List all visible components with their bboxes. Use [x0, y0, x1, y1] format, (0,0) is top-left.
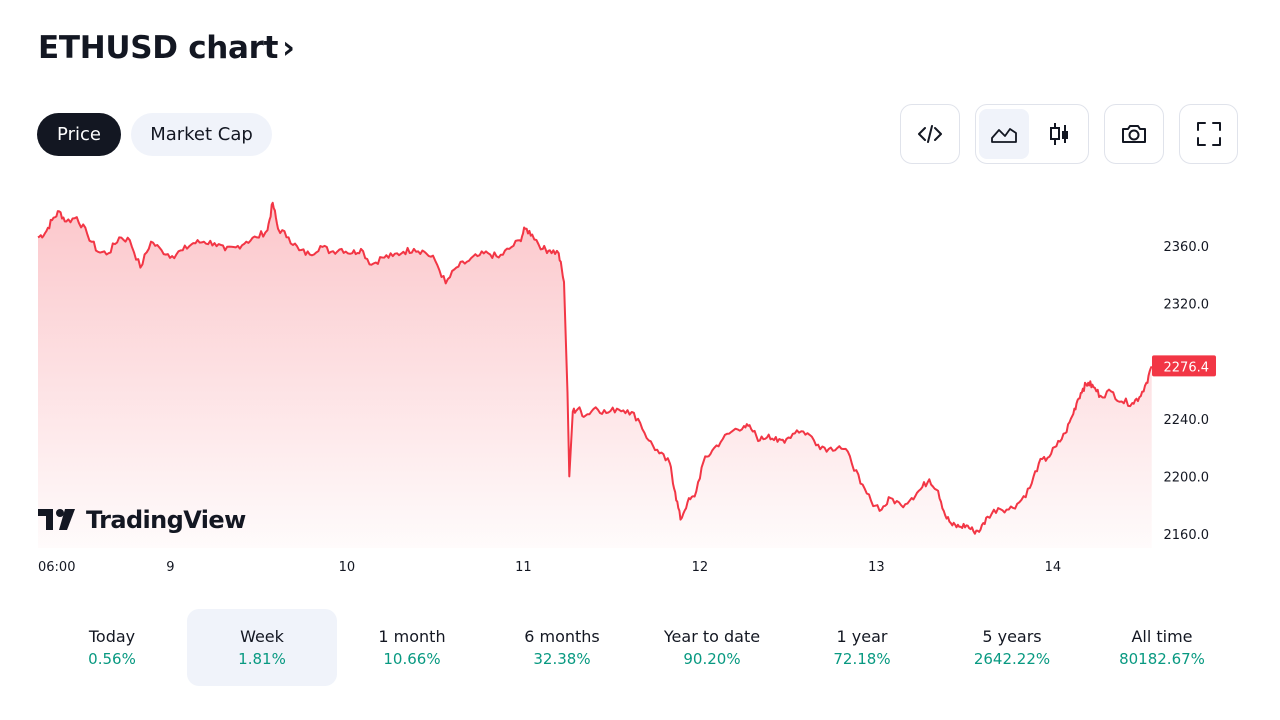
y-tick-label: 2320.0 — [1164, 298, 1210, 313]
period-change: 32.38% — [533, 650, 591, 668]
period-1-month[interactable]: 1 month 10.66% — [337, 609, 487, 686]
x-tick-label: 06:00 — [38, 560, 75, 575]
period-year-to-date[interactable]: Year to date 90.20% — [637, 609, 787, 686]
period-change: 80182.67% — [1119, 650, 1205, 668]
period-change: 2642.22% — [973, 650, 1051, 668]
price-area-fill — [38, 202, 1152, 549]
period-label: 1 month — [378, 627, 446, 646]
snapshot-button[interactable] — [1109, 109, 1159, 159]
period-change: 0.56% — [88, 650, 136, 668]
chevron-right-icon: › — [282, 30, 295, 66]
last-price-label: 2276.4 — [1152, 355, 1216, 377]
period-label: Week — [240, 627, 284, 646]
area-chart-button[interactable] — [979, 109, 1029, 159]
embed-button-group — [900, 104, 960, 164]
y-tick-label: 2200.0 — [1164, 470, 1210, 485]
period-label: 6 months — [524, 627, 600, 646]
period-today[interactable]: Today 0.56% — [37, 609, 187, 686]
period-week[interactable]: Week 1.81% — [187, 609, 337, 686]
y-tick-label: 2160.0 — [1164, 528, 1210, 543]
x-tick-label: 11 — [515, 560, 532, 575]
tradingview-text: TradingView — [86, 506, 246, 534]
y-tick-label: 2360.0 — [1164, 240, 1210, 255]
tab-price[interactable]: Price — [37, 113, 121, 156]
period-label: Today — [88, 627, 136, 646]
x-tick-label: 9 — [166, 560, 174, 575]
period-6-months[interactable]: 6 months 32.38% — [487, 609, 637, 686]
period-change: 10.66% — [383, 650, 441, 668]
fullscreen-group — [1179, 104, 1238, 164]
last-price-badge — [1152, 355, 1216, 377]
price-line — [37, 201, 1153, 535]
fullscreen-button[interactable] — [1184, 109, 1234, 159]
period-label: 5 years — [982, 627, 1042, 646]
period-change: 72.18% — [833, 650, 891, 668]
tab-market-cap[interactable]: Market Cap — [131, 113, 272, 156]
period-label: All time — [1131, 627, 1193, 646]
candlestick-icon — [1050, 123, 1068, 145]
period-change: 90.20% — [683, 650, 741, 668]
period-all-time[interactable]: All time 80182.67% — [1087, 609, 1237, 686]
period-label: 1 year — [836, 627, 888, 646]
y-tick-label: 2240.0 — [1164, 413, 1210, 428]
x-axis: 06:00 9 10 11 12 13 14 — [38, 560, 1061, 575]
x-tick-label: 14 — [1045, 560, 1062, 575]
period-5-years[interactable]: 5 years 2642.22% — [937, 609, 1087, 686]
chart-style-group — [975, 104, 1089, 164]
performance-periods: Today 0.56% Week 1.81% 1 month 10.66% 6 … — [37, 609, 1237, 686]
period-1-year[interactable]: 1 year 72.18% — [787, 609, 937, 686]
x-tick-label: 10 — [339, 560, 356, 575]
camera-icon — [1122, 125, 1146, 143]
last-price-value: 2276.4 — [1164, 360, 1210, 375]
embed-code-button[interactable] — [905, 109, 955, 159]
x-tick-label: 13 — [868, 560, 885, 575]
tradingview-watermark: TradingView — [38, 506, 246, 534]
page-title-text: ETHUSD chart — [38, 30, 279, 66]
candlestick-button[interactable] — [1035, 109, 1085, 159]
tradingview-logo-icon — [38, 509, 75, 530]
x-tick-label: 12 — [692, 560, 709, 575]
page-title[interactable]: ETHUSD chart › — [38, 30, 295, 66]
fullscreen-icon — [1196, 122, 1221, 146]
period-label: Year to date — [663, 627, 761, 646]
period-change: 1.81% — [238, 650, 286, 668]
area-chart-icon — [991, 128, 1017, 143]
embed-code-icon — [918, 125, 942, 143]
snapshot-group — [1104, 104, 1164, 164]
